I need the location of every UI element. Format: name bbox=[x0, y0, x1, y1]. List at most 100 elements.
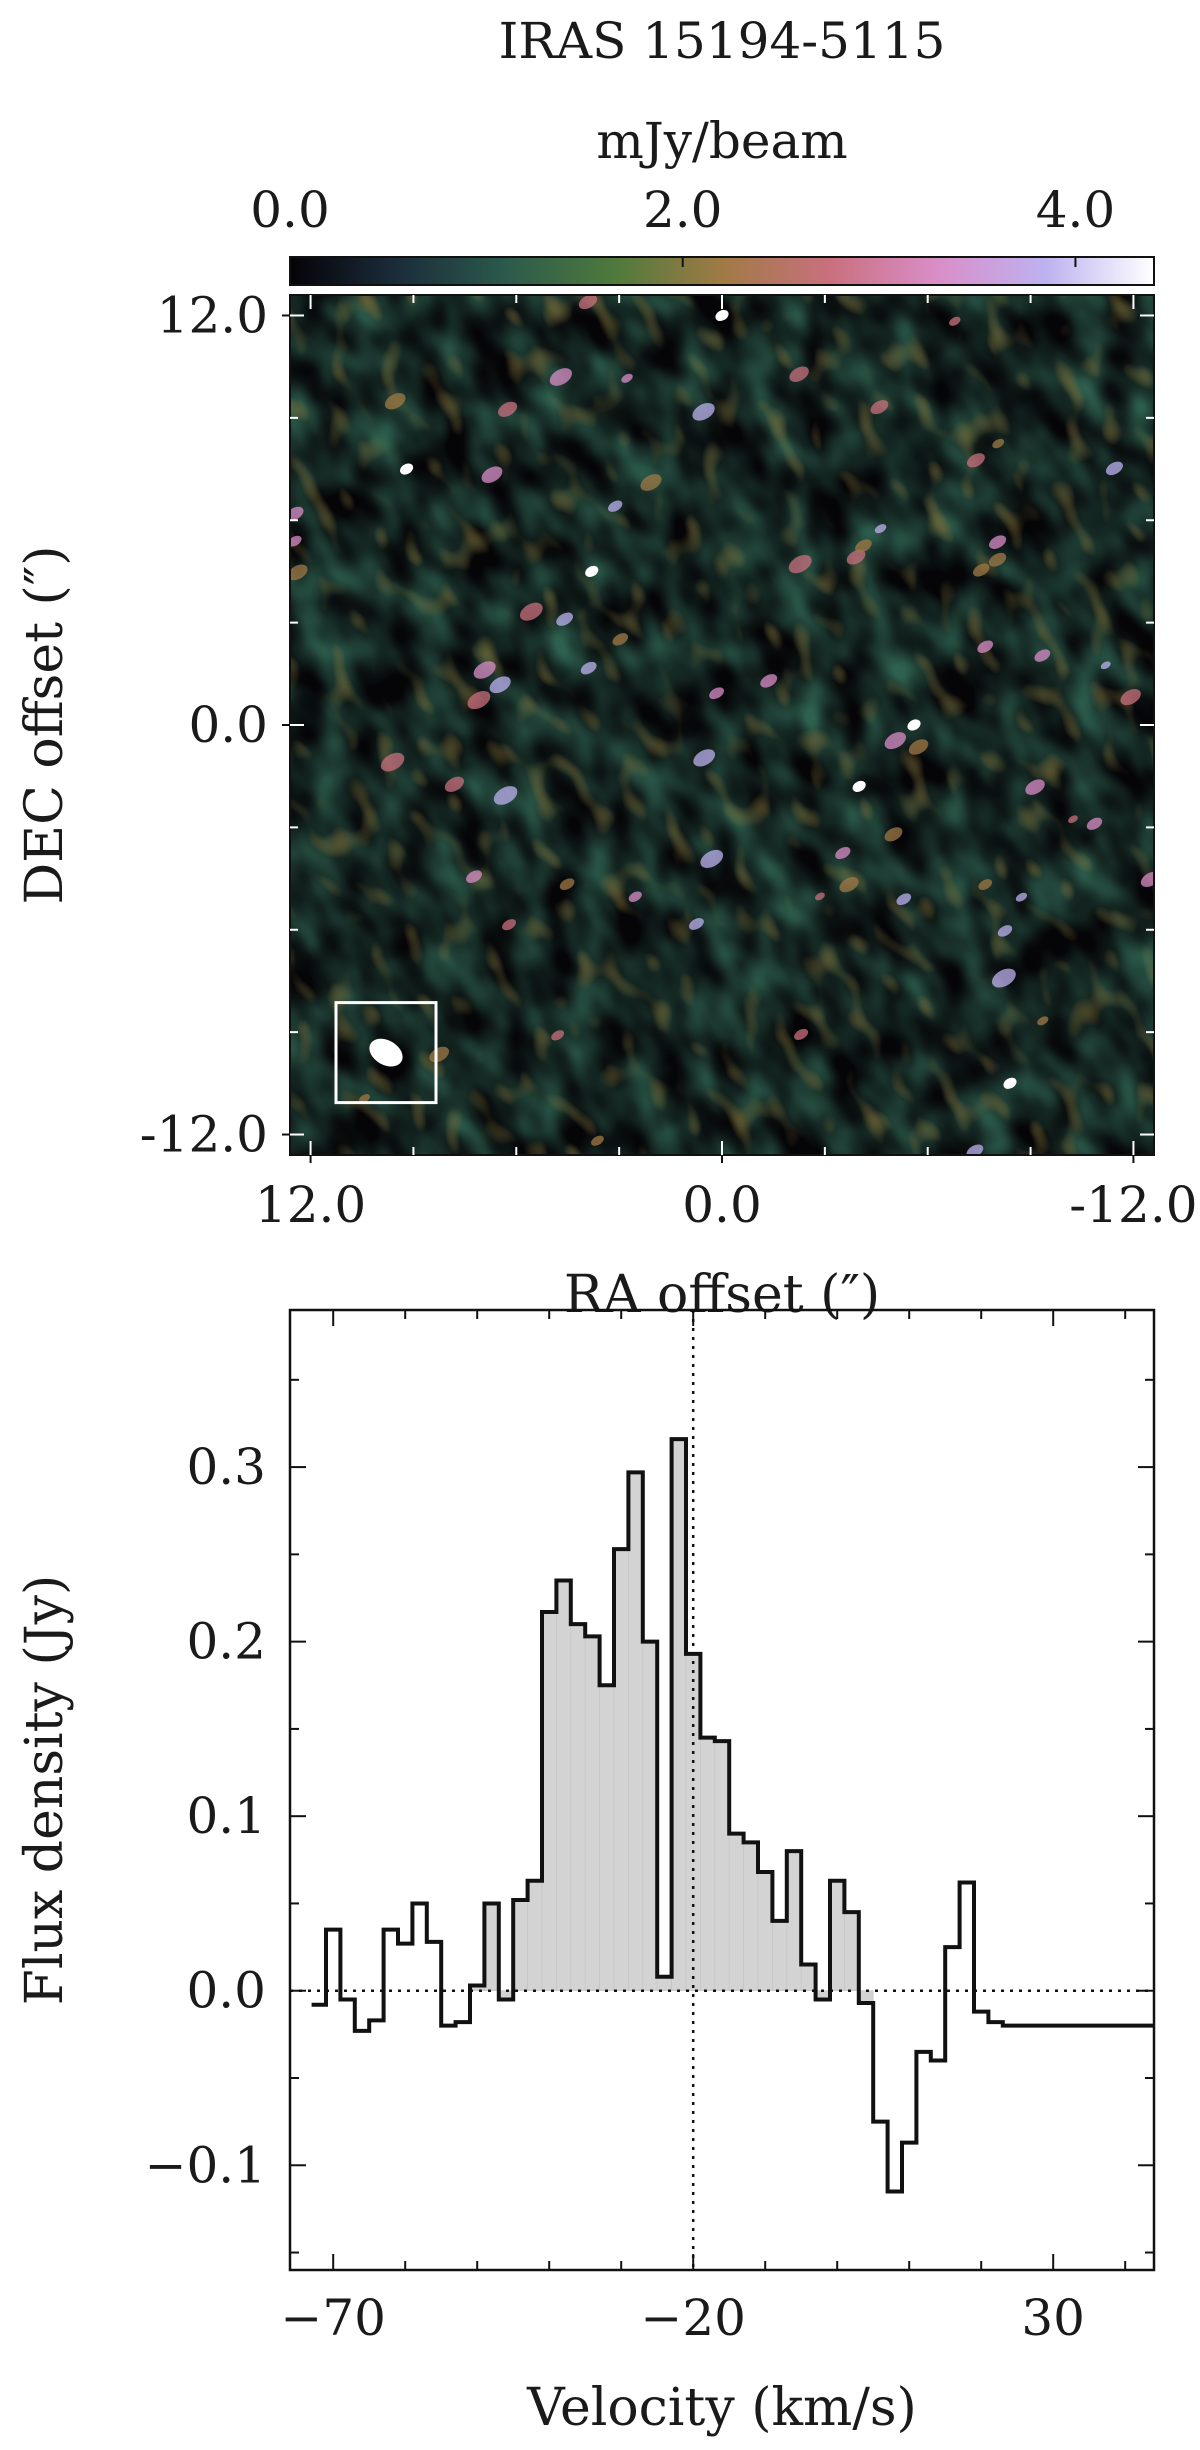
map-ticks bbox=[282, 295, 1154, 1163]
map-spot bbox=[789, 366, 809, 382]
map-spot bbox=[977, 640, 994, 653]
map-spot bbox=[502, 919, 517, 931]
map-spot bbox=[466, 870, 482, 883]
map-spot bbox=[1068, 815, 1078, 824]
map-spot bbox=[612, 633, 629, 646]
spectrum-fill-bar bbox=[671, 1438, 687, 1992]
map-x-tick-label: 12.0 bbox=[255, 1176, 366, 1234]
colorbar-tick-label: 2.0 bbox=[643, 181, 723, 239]
map-spot bbox=[578, 295, 598, 310]
spectrum-fill-bar bbox=[656, 1976, 672, 1992]
map-spot bbox=[380, 752, 405, 772]
map-x-axis-label: RA offset (″) bbox=[564, 1265, 880, 1325]
map-spot bbox=[628, 891, 642, 902]
spectrum-fill-bar bbox=[556, 1580, 572, 1992]
map-y-tick-label: -12.0 bbox=[140, 1106, 268, 1164]
spectrum-fill-bar bbox=[570, 1623, 586, 1992]
map-x-tick-label: -12.0 bbox=[1069, 1176, 1197, 1234]
map-spot bbox=[444, 776, 465, 792]
map-spot bbox=[689, 918, 704, 930]
spectrum-fill-bar bbox=[714, 1740, 730, 1992]
spectrum-fill-bar bbox=[786, 1850, 802, 1992]
spectrum-fill-bar bbox=[628, 1472, 644, 1992]
map-spot bbox=[989, 535, 1007, 549]
map-spot bbox=[551, 1030, 565, 1041]
map-peak bbox=[585, 565, 599, 577]
spectrum-x-tick-label: 30 bbox=[1021, 2289, 1085, 2347]
map-spot bbox=[1025, 779, 1045, 795]
map-spot bbox=[997, 925, 1013, 937]
spectrum-plot bbox=[290, 1310, 1154, 2270]
spectrum-tick-labels: −70 −20 30 −0.1 0.0 0.1 0.2 0.3 bbox=[145, 1438, 1085, 2347]
spectrum-fill-bar bbox=[772, 1920, 788, 1992]
map-spot bbox=[1086, 817, 1103, 830]
map-spot bbox=[988, 552, 1007, 567]
spectrum-x-axis-label: Velocity (km/s) bbox=[526, 2378, 917, 2438]
map-spot bbox=[966, 453, 985, 468]
map-x-tick-label: 0.0 bbox=[682, 1176, 762, 1234]
map-spot bbox=[1015, 892, 1028, 902]
spectrum-fill-bar bbox=[844, 1911, 860, 1992]
map-peak bbox=[400, 463, 414, 475]
spectrum-fill-bar bbox=[541, 1611, 557, 1992]
spectrum-y-tick-label: 0.3 bbox=[186, 1438, 266, 1496]
map-spot bbox=[973, 563, 990, 577]
spectrum-fill-bar bbox=[728, 1833, 744, 1992]
spectrum-fill-bar bbox=[829, 1880, 845, 1992]
spectrum-y-tick-label: 0.0 bbox=[186, 1962, 266, 2020]
map-spot bbox=[519, 602, 543, 621]
spectrum-y-tick-label: 0.2 bbox=[186, 1613, 266, 1671]
map-spot bbox=[493, 786, 518, 805]
spectrum-fill-bar bbox=[527, 1880, 543, 1992]
map-spot bbox=[1120, 688, 1141, 706]
map-spot bbox=[1100, 661, 1111, 670]
map-spot bbox=[640, 474, 662, 491]
map-spot bbox=[473, 661, 496, 679]
map-spot bbox=[855, 539, 872, 553]
spectrum-x-tick-label: −70 bbox=[280, 2289, 386, 2347]
map-spot bbox=[621, 373, 633, 383]
colorbar-tick-label: 4.0 bbox=[1036, 181, 1116, 239]
spectrum-fill-bar bbox=[800, 1964, 816, 1992]
map-spot bbox=[709, 687, 724, 700]
map-spot bbox=[870, 400, 889, 415]
map-spot bbox=[978, 879, 993, 891]
spectrum-y-tick-label: −0.1 bbox=[145, 2136, 266, 2194]
map-spot bbox=[1034, 649, 1051, 662]
map-spot bbox=[467, 691, 491, 710]
map-spot bbox=[896, 893, 912, 906]
map-y-tick-label: 12.0 bbox=[157, 286, 268, 344]
map-title: IRAS 15194-5115 bbox=[499, 12, 946, 70]
map-spot bbox=[839, 877, 859, 893]
map-spot bbox=[580, 661, 597, 675]
map-spot bbox=[481, 466, 503, 483]
map-spot bbox=[1105, 461, 1123, 476]
map-spot bbox=[384, 393, 406, 410]
map-y-axis-label: DEC offset (″) bbox=[15, 545, 75, 904]
colorbar bbox=[289, 256, 1155, 286]
map-peak bbox=[715, 309, 729, 322]
spectrum-y-tick-label: 0.1 bbox=[186, 1787, 266, 1845]
map-spot bbox=[429, 1046, 450, 1063]
beam-ellipse bbox=[369, 1038, 403, 1067]
spectrum-fill-bar bbox=[700, 1737, 716, 1992]
map-spot bbox=[556, 612, 574, 626]
map-spot bbox=[549, 368, 573, 386]
map-spot bbox=[692, 402, 715, 421]
map-spot bbox=[884, 732, 907, 750]
map-spot bbox=[700, 849, 724, 868]
map-spot bbox=[760, 674, 778, 688]
map-spot bbox=[991, 968, 1016, 988]
spectrum-fill-bar bbox=[599, 1684, 615, 1992]
spectrum-step-line bbox=[311, 1437, 1154, 2194]
spectrum-fill-bar bbox=[642, 1641, 658, 1992]
map-peak bbox=[1003, 1077, 1017, 1089]
map-peak bbox=[907, 719, 921, 731]
map-spot bbox=[290, 535, 302, 547]
map-spot bbox=[814, 892, 825, 901]
map-spot bbox=[884, 827, 903, 842]
intensity-map bbox=[290, 295, 1154, 1155]
map-emission-noise bbox=[290, 295, 1154, 1155]
map-spot bbox=[559, 878, 575, 890]
